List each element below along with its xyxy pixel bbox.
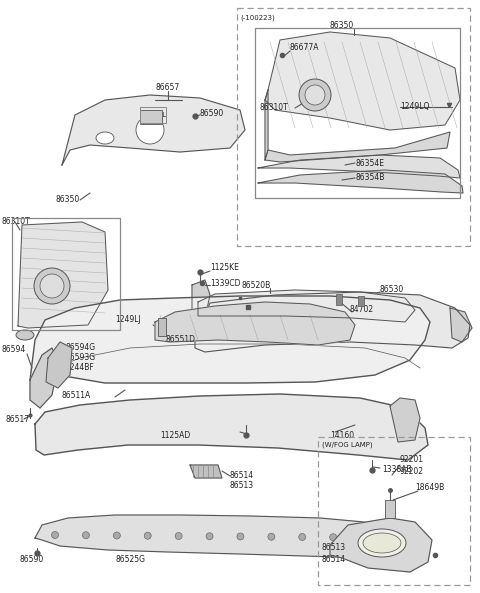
Text: 84702: 84702 xyxy=(350,305,374,314)
Bar xyxy=(158,318,166,336)
Text: 86517: 86517 xyxy=(5,416,29,425)
Text: 86594: 86594 xyxy=(2,346,26,355)
Bar xyxy=(336,294,342,305)
Text: 1339CD: 1339CD xyxy=(210,279,240,288)
Circle shape xyxy=(268,533,275,540)
Text: 86520B: 86520B xyxy=(242,280,271,289)
Bar xyxy=(140,110,162,124)
Polygon shape xyxy=(192,280,210,322)
Polygon shape xyxy=(30,348,58,408)
Bar xyxy=(385,500,395,518)
Circle shape xyxy=(299,534,306,540)
Bar xyxy=(318,437,470,585)
Polygon shape xyxy=(450,308,472,342)
Text: 86514: 86514 xyxy=(230,470,254,480)
Text: 86590: 86590 xyxy=(20,556,44,565)
Circle shape xyxy=(144,533,151,539)
Circle shape xyxy=(360,534,368,541)
Text: 86310T: 86310T xyxy=(260,104,289,113)
Circle shape xyxy=(34,268,70,304)
Bar xyxy=(255,28,460,198)
Circle shape xyxy=(299,79,331,111)
Text: 86677A: 86677A xyxy=(290,43,320,53)
Polygon shape xyxy=(265,32,460,130)
Polygon shape xyxy=(265,132,450,162)
Text: 18649B: 18649B xyxy=(415,483,444,493)
Polygon shape xyxy=(30,296,430,383)
Circle shape xyxy=(237,533,244,540)
Ellipse shape xyxy=(358,529,406,557)
Text: 86657: 86657 xyxy=(155,84,179,93)
Ellipse shape xyxy=(363,533,401,553)
Text: 86590: 86590 xyxy=(200,109,224,117)
Polygon shape xyxy=(258,155,460,178)
Polygon shape xyxy=(195,292,470,352)
Circle shape xyxy=(392,534,398,541)
Text: 86350: 86350 xyxy=(55,196,79,205)
Text: 86513: 86513 xyxy=(230,480,254,489)
Text: 14160: 14160 xyxy=(330,431,354,439)
Text: 1338AB: 1338AB xyxy=(382,466,412,474)
Polygon shape xyxy=(18,222,108,328)
Text: 86513: 86513 xyxy=(322,544,346,553)
Text: 92202: 92202 xyxy=(400,467,424,477)
Circle shape xyxy=(40,274,64,298)
Text: 86551D: 86551D xyxy=(165,336,195,345)
Circle shape xyxy=(305,85,325,105)
Text: 1244BF: 1244BF xyxy=(65,364,94,372)
Text: 86350: 86350 xyxy=(330,21,354,30)
Text: 86593G: 86593G xyxy=(65,353,95,362)
Polygon shape xyxy=(390,398,420,442)
Text: 86525G: 86525G xyxy=(115,556,145,565)
Circle shape xyxy=(136,116,164,144)
Text: 86354B: 86354B xyxy=(355,174,384,183)
Polygon shape xyxy=(265,90,268,160)
Text: 1125KE: 1125KE xyxy=(210,263,239,273)
Bar xyxy=(358,296,364,306)
Polygon shape xyxy=(258,170,463,193)
Polygon shape xyxy=(35,394,428,460)
Text: 86530: 86530 xyxy=(380,285,404,294)
Text: 1125AD: 1125AD xyxy=(160,431,190,439)
Polygon shape xyxy=(46,342,72,388)
Circle shape xyxy=(206,533,213,540)
Text: (W/FOG LAMP): (W/FOG LAMP) xyxy=(322,442,372,448)
Text: 92201: 92201 xyxy=(400,455,424,464)
Ellipse shape xyxy=(16,330,34,340)
Polygon shape xyxy=(35,515,405,558)
Text: 86354E: 86354E xyxy=(355,158,384,167)
Bar xyxy=(140,107,166,123)
Text: 86514: 86514 xyxy=(322,556,346,565)
Polygon shape xyxy=(155,302,355,345)
Circle shape xyxy=(83,532,89,539)
Circle shape xyxy=(51,531,59,538)
Text: 86511A: 86511A xyxy=(62,391,91,400)
Text: 1249LQ: 1249LQ xyxy=(400,103,430,111)
Bar xyxy=(12,218,120,330)
Text: (-100223): (-100223) xyxy=(240,15,275,21)
Polygon shape xyxy=(190,465,222,478)
Text: 86310T: 86310T xyxy=(2,218,31,227)
Ellipse shape xyxy=(96,132,114,144)
Text: 1249LJ: 1249LJ xyxy=(115,315,141,324)
Polygon shape xyxy=(62,95,245,165)
Polygon shape xyxy=(198,290,415,322)
Polygon shape xyxy=(330,518,432,572)
Circle shape xyxy=(330,534,336,541)
Text: 86594G: 86594G xyxy=(65,343,95,352)
Circle shape xyxy=(175,533,182,540)
Text: 25388L: 25388L xyxy=(141,112,167,118)
Circle shape xyxy=(113,532,120,539)
Bar xyxy=(237,8,470,246)
